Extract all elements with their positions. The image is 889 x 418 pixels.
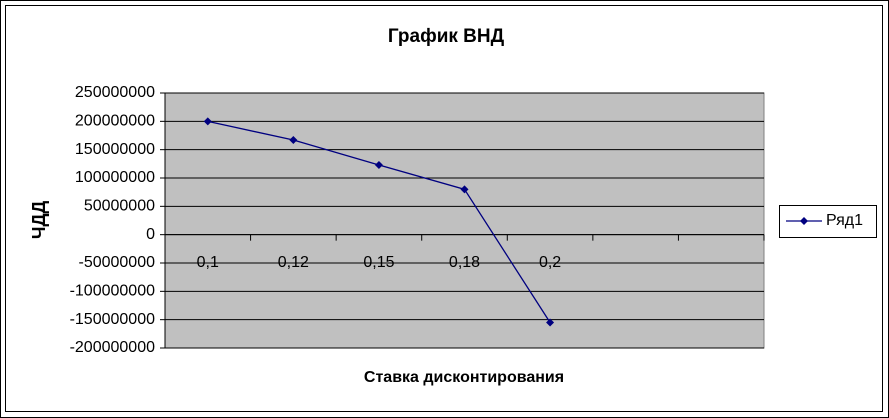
x-tick-label: 0,1	[197, 254, 219, 271]
y-tick-label: -150000000	[70, 311, 156, 328]
y-tick-label: 250000000	[75, 84, 155, 101]
y-tick-label: -50000000	[78, 254, 155, 271]
data-point	[203, 117, 212, 126]
y-tick-label: 150000000	[75, 141, 155, 158]
x-axis-title: Ставка дисконтирования	[364, 369, 564, 386]
x-tick-label: 0,12	[278, 254, 309, 271]
y-tick-label: 100000000	[75, 169, 155, 186]
y-tick-label: 200000000	[75, 113, 155, 130]
x-tick-label: 0,18	[449, 254, 480, 271]
data-point	[374, 160, 383, 169]
legend-marker	[800, 217, 808, 225]
data-point	[289, 136, 298, 145]
chart-title: График ВНД	[388, 26, 505, 47]
y-axis-title: ЧДД	[29, 201, 49, 239]
y-tick-label: 0	[146, 226, 155, 243]
legend-label: Ряд1	[826, 212, 863, 229]
x-tick-label: 0,2	[539, 254, 561, 271]
y-tick-label: -200000000	[70, 339, 156, 356]
x-tick-label: 0,15	[363, 254, 394, 271]
y-tick-label: -100000000	[70, 283, 156, 300]
data-point	[546, 318, 555, 327]
data-point	[460, 185, 469, 194]
y-tick-label: 50000000	[84, 198, 155, 215]
